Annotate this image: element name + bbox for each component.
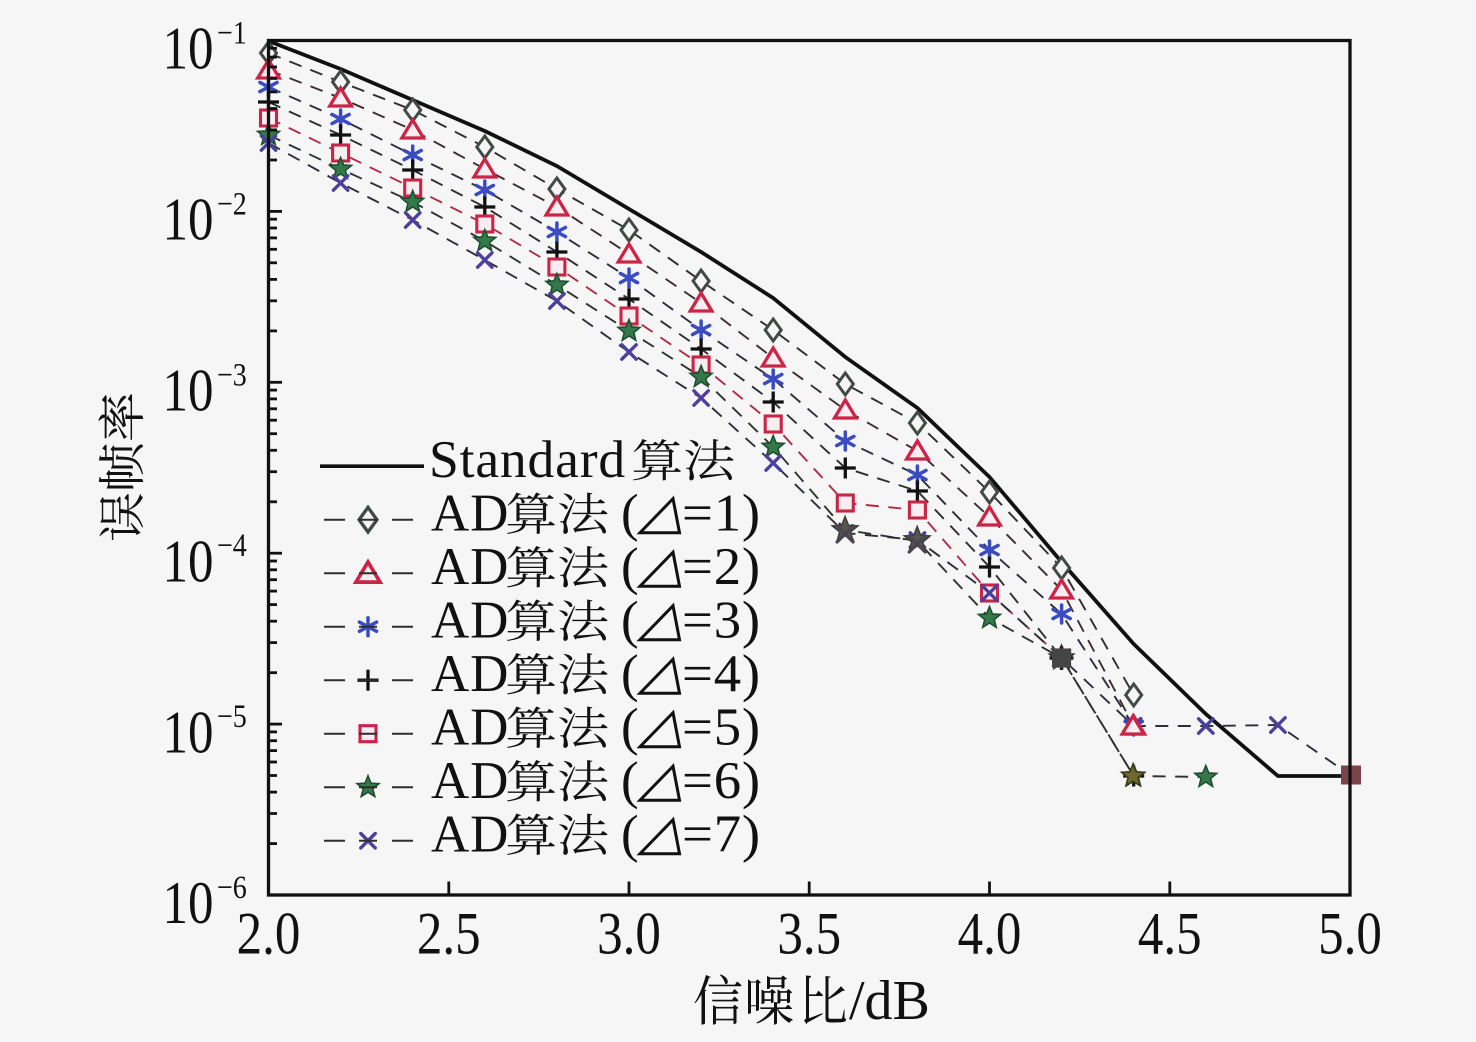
svg-text:=3): =3) — [682, 592, 761, 650]
svg-text:5.0: 5.0 — [1318, 901, 1382, 968]
svg-text:−3: −3 — [217, 356, 247, 393]
svg-text:AD: AD — [431, 699, 509, 757]
svg-text:10: 10 — [163, 529, 214, 596]
svg-text:3.5: 3.5 — [777, 901, 841, 968]
svg-text:2.5: 2.5 — [417, 901, 481, 968]
svg-text:=7): =7) — [682, 806, 761, 864]
svg-text:AD: AD — [431, 485, 509, 543]
svg-text:=6): =6) — [682, 752, 761, 810]
svg-text:−4: −4 — [217, 527, 247, 564]
svg-text:AD: AD — [431, 645, 509, 703]
svg-text:4.5: 4.5 — [1138, 901, 1202, 968]
svg-text:/dB: /dB — [849, 970, 930, 1032]
svg-text:10: 10 — [163, 700, 214, 767]
svg-text:AD: AD — [431, 538, 509, 596]
svg-text:2.0: 2.0 — [237, 901, 301, 968]
svg-text:=5): =5) — [682, 699, 761, 757]
svg-text:=1): =1) — [682, 485, 761, 543]
svg-text:(: ( — [621, 806, 639, 864]
svg-text:10: 10 — [163, 16, 214, 83]
svg-text:(: ( — [621, 538, 639, 596]
svg-text:AD: AD — [431, 806, 509, 864]
svg-text:−1: −1 — [217, 14, 247, 51]
svg-text:(: ( — [621, 699, 639, 757]
svg-text:4.0: 4.0 — [958, 901, 1022, 968]
svg-text:10: 10 — [163, 187, 214, 254]
svg-text:−5: −5 — [217, 698, 247, 735]
svg-text:(: ( — [621, 645, 639, 703]
svg-text:10: 10 — [163, 358, 214, 425]
svg-text:AD: AD — [431, 592, 509, 650]
svg-text:=4): =4) — [682, 645, 761, 703]
svg-text:−6: −6 — [217, 869, 247, 906]
svg-text:3.0: 3.0 — [597, 901, 661, 968]
svg-text:(: ( — [621, 592, 639, 650]
svg-text:Standard: Standard — [429, 431, 626, 489]
svg-text:(: ( — [621, 752, 639, 810]
svg-text:(: ( — [621, 485, 639, 543]
svg-text:10: 10 — [163, 870, 214, 937]
svg-text:AD: AD — [431, 752, 509, 810]
svg-text:−2: −2 — [217, 185, 247, 222]
svg-text:=2): =2) — [682, 538, 761, 596]
